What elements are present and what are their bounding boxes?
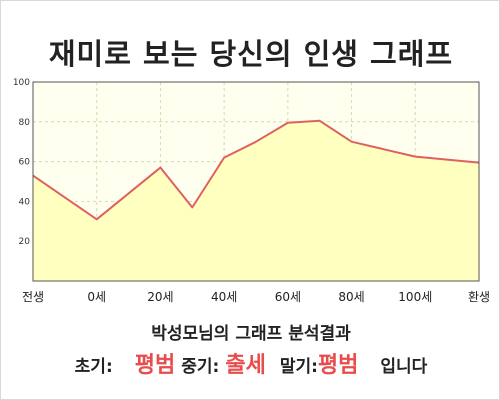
x-tick-label: 80세 bbox=[338, 290, 364, 304]
life-graph-chart: 20 40 60 80 100 전생 0세 20세 40세 60세 80세 100세 환생 bbox=[13, 78, 490, 304]
x-tick-label: 100세 bbox=[398, 290, 432, 304]
y-tick-label: 100 bbox=[13, 78, 30, 88]
y-tick-label: 20 bbox=[19, 237, 31, 247]
analysis-result: 초기: 평범 중기: 출세 말기:평범 입니다 bbox=[1, 347, 500, 379]
x-tick-label: 60세 bbox=[275, 290, 301, 304]
analysis-summary: 박성모님의 그래프 분석결과 bbox=[151, 324, 351, 344]
line-layer bbox=[32, 81, 480, 282]
x-tick-label: 40세 bbox=[211, 290, 237, 304]
y-tick-label: 80 bbox=[19, 118, 31, 128]
plot-border bbox=[32, 81, 480, 282]
page-title: 재미로 보는 당신의 인생 그래프 bbox=[48, 37, 454, 71]
early-label: 초기: bbox=[74, 357, 113, 377]
middle-value: 출세 bbox=[225, 353, 266, 378]
area-layer bbox=[33, 120, 479, 282]
x-tick-label: 0세 bbox=[87, 290, 106, 304]
middle-label: 중기: bbox=[181, 357, 220, 377]
x-tick-labels: 전생 0세 20세 40세 60세 80세 100세 환생 bbox=[22, 290, 490, 304]
early-value: 평범 bbox=[134, 353, 176, 378]
life-area bbox=[33, 120, 479, 282]
x-tick-label: 환생 bbox=[468, 290, 490, 304]
y-tick-labels: 20 40 60 80 100 bbox=[13, 78, 30, 247]
result-ending: 입니다 bbox=[380, 357, 428, 377]
y-tick-label: 40 bbox=[19, 197, 31, 207]
late-value: 평범 bbox=[317, 353, 359, 378]
x-tick-label: 전생 bbox=[22, 290, 44, 304]
x-tick-label: 20세 bbox=[147, 290, 173, 304]
late-label: 말기: bbox=[279, 357, 318, 377]
y-tick-label: 60 bbox=[19, 158, 31, 168]
